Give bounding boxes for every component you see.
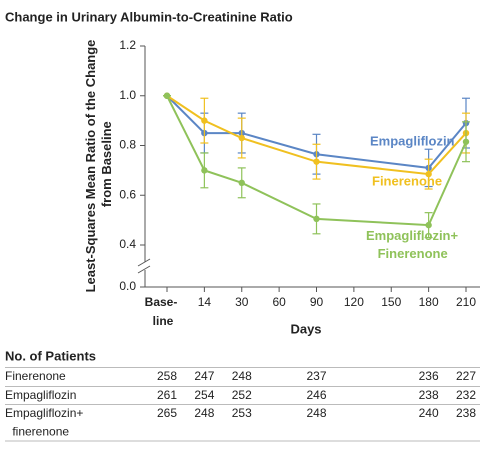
row-label: Finerenone (5, 369, 66, 383)
table-title: No. of Patients (5, 348, 96, 363)
series-label: Empagliflozin+ Finerenone (366, 228, 459, 261)
cell: 248 (194, 406, 214, 420)
series-label-line: Finerenone (374, 246, 448, 261)
cell: 253 (232, 406, 252, 420)
series-line (166, 95, 467, 227)
x-tick-label: 180 (419, 295, 439, 309)
cell: 237 (306, 369, 326, 383)
x-tick-label: 120 (344, 295, 364, 309)
series-label-line: Empagliflozin+ (366, 228, 459, 243)
cell: 247 (194, 369, 214, 383)
row-label-line: Empagliflozin+ (5, 406, 83, 420)
x-axis-label: Days (290, 321, 321, 336)
series-line (166, 94, 467, 176)
x-tick-label: 14 (198, 295, 212, 309)
y-axis-label: Least-Squares Mean Ratio of the Change f… (83, 40, 114, 293)
x-tick-label: 60 (272, 295, 286, 309)
cell: 252 (232, 388, 252, 402)
cell: 248 (306, 406, 326, 420)
point (462, 138, 470, 145)
cell: 240 (419, 406, 439, 420)
x-tick-label: Base-line (145, 295, 178, 328)
point (425, 170, 432, 178)
axis-break (137, 265, 151, 274)
point (238, 179, 245, 187)
cell: 238 (456, 406, 476, 420)
x-tick-label: 150 (381, 295, 401, 309)
x-tick-label: 30 (235, 295, 249, 309)
cell: 254 (194, 388, 214, 402)
cell: 246 (306, 388, 326, 402)
x-tick-label-line: line (153, 314, 174, 328)
cell: 236 (419, 369, 439, 383)
point (313, 215, 320, 223)
axis-break (137, 258, 151, 267)
cell: 258 (157, 369, 177, 383)
row-label: Empagliflozin (5, 388, 76, 402)
y-tick-label: 0.6 (119, 187, 136, 201)
y-axis-label-line: Least-Squares Mean Ratio of the Change (83, 40, 98, 293)
series-line (166, 95, 467, 169)
y-tick-label: 0.0 (119, 279, 136, 293)
cell: 232 (456, 388, 476, 402)
cell: 238 (419, 388, 439, 402)
cell: 261 (157, 388, 177, 402)
y-tick-label: 1.0 (119, 88, 136, 102)
chart-title: Change in Urinary Albumin-to-Creatinine … (5, 9, 293, 24)
row-label: Empagliflozin+ finerenone (5, 406, 83, 439)
row-label-line: finerenone (9, 425, 69, 439)
series-label: Empagliflozin (370, 133, 455, 148)
y-axis-label-line: from Baseline (99, 121, 114, 211)
axis-break-gap (139, 262, 151, 270)
point (201, 117, 208, 124)
y-tick-label: 0.4 (119, 237, 136, 251)
point (313, 158, 320, 165)
cell: 248 (232, 369, 252, 383)
y-tick-label: 0.8 (119, 138, 136, 152)
x-tick-label-line: Base- (145, 295, 178, 309)
point (201, 167, 208, 174)
y-tick-label: 1.2 (119, 38, 136, 52)
cell: 265 (157, 406, 177, 420)
x-tick-label: 90 (310, 295, 324, 309)
point (425, 221, 432, 229)
point (238, 134, 245, 142)
series-label: Finerenone (372, 173, 442, 188)
cell: 227 (456, 369, 476, 383)
x-tick-label: 210 (456, 295, 476, 309)
point (163, 92, 171, 99)
